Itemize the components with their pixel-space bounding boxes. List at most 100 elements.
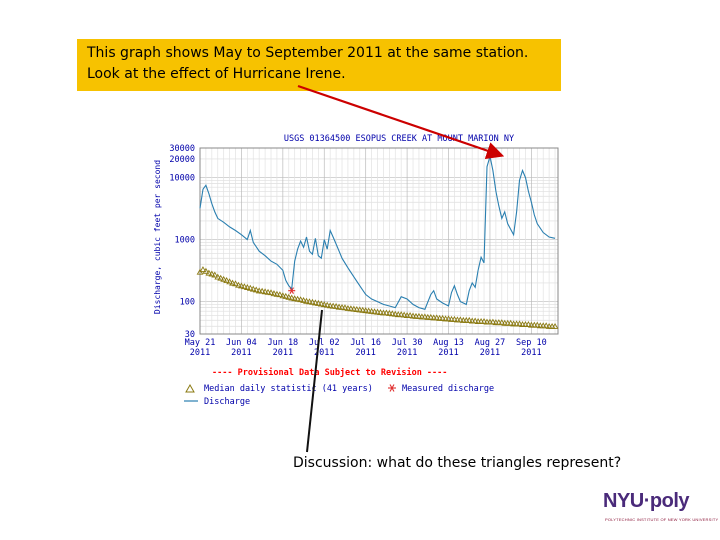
y-tick-label: 100 xyxy=(180,298,195,308)
median-triangle xyxy=(383,309,390,316)
y-tick-label: 20000 xyxy=(169,155,195,165)
median-triangle xyxy=(226,278,233,285)
median-triangle xyxy=(533,321,541,328)
median-triangle xyxy=(329,302,337,309)
median-triangle xyxy=(397,311,405,318)
median-triangle xyxy=(353,306,361,312)
median-triangle xyxy=(223,277,230,284)
x-tick-year: 2011 xyxy=(190,348,210,358)
y-tick-label: 30 xyxy=(185,330,195,340)
discussion-prompt: Discussion: what do these triangles repr… xyxy=(293,455,622,471)
median-triangle xyxy=(347,305,355,312)
logo-subtitle: POLYTECHNIC INSTITUTE OF NEW YORK UNIVER… xyxy=(605,517,719,522)
legend: Median daily statistic (41 years) Measur… xyxy=(184,383,494,407)
y-tick-label: 1000 xyxy=(175,236,195,246)
median-triangle xyxy=(306,298,313,305)
median-triangle xyxy=(480,318,488,324)
legend-discharge-label: Discharge xyxy=(204,397,250,407)
median-triangle xyxy=(211,271,219,278)
median-triangle xyxy=(332,302,340,309)
median-triangle xyxy=(415,312,423,319)
x-tick-label: Aug 27 xyxy=(475,338,506,348)
median-triangle xyxy=(409,312,417,319)
median-triangle xyxy=(249,285,257,292)
median-triangle xyxy=(243,283,251,290)
callout-line-2: Look at the effect of Hurricane Irene. xyxy=(87,66,346,82)
median-triangle xyxy=(205,269,213,276)
median-triangle xyxy=(314,299,322,306)
legend-measured-label: Measured discharge xyxy=(402,384,494,394)
median-triangle xyxy=(344,304,352,311)
legend-median-marker xyxy=(185,383,195,393)
x-tick-year: 2011 xyxy=(480,348,500,358)
median-triangle xyxy=(374,308,381,315)
series-line-discharge xyxy=(199,156,556,310)
median-triangle xyxy=(255,287,263,294)
series-median-markers xyxy=(196,266,559,329)
x-tick-label: Aug 13 xyxy=(433,338,464,348)
median-triangle xyxy=(241,283,248,290)
median-triangle xyxy=(439,314,446,321)
x-tick-year: 2011 xyxy=(314,348,334,358)
median-triangle xyxy=(294,295,302,302)
median-triangle xyxy=(270,290,278,297)
median-triangle xyxy=(229,279,236,286)
median-triangle xyxy=(391,310,399,317)
median-triangle xyxy=(507,319,515,326)
median-triangle xyxy=(371,308,378,315)
median-triangle xyxy=(297,296,304,303)
median-triangle xyxy=(551,322,559,329)
median-triangle xyxy=(303,297,310,304)
median-triangle xyxy=(433,314,441,321)
revision-note: ---- Provisional Data Subject to Revisio… xyxy=(212,367,447,378)
y-axis-label: Discharge, cubic feet per second xyxy=(153,160,162,314)
median-triangle xyxy=(498,319,506,326)
logo-text: NYU·poly xyxy=(603,490,690,512)
median-triangle xyxy=(326,302,334,309)
median-triangle xyxy=(385,309,393,316)
median-triangle xyxy=(208,270,216,277)
median-triangle xyxy=(264,288,272,295)
median-triangle xyxy=(368,307,375,314)
callout-box: This graph shows May to September 2011 a… xyxy=(77,39,561,91)
median-triangle xyxy=(285,293,293,300)
callout-line-1: This graph shows May to September 2011 a… xyxy=(87,45,529,61)
median-triangle xyxy=(232,280,239,287)
chart-title: USGS 01364500 ESOPUS CREEK AT MOUNT MARI… xyxy=(284,134,514,144)
x-tick-label: May 21 xyxy=(185,338,216,348)
x-tick-year: 2011 xyxy=(231,348,251,358)
median-triangle xyxy=(341,304,349,311)
median-triangle xyxy=(309,298,316,305)
median-triangle xyxy=(312,299,319,306)
chart-grid xyxy=(199,147,558,335)
x-tick-label: Jun 18 xyxy=(267,338,298,348)
median-triangle xyxy=(246,284,254,291)
median-triangle xyxy=(427,313,435,320)
x-tick-year: 2011 xyxy=(355,348,375,358)
median-triangle xyxy=(456,316,464,323)
median-triangle xyxy=(542,322,550,329)
plot-frame xyxy=(199,147,559,335)
median-triangle xyxy=(217,274,225,281)
nyu-poly-logo: NYU·poly POLYTECHNIC INSTITUTE OF NEW YO… xyxy=(603,490,718,526)
x-tick-label: Jun 04 xyxy=(226,338,257,348)
median-triangle xyxy=(400,311,408,318)
median-triangle xyxy=(489,318,497,325)
median-triangle xyxy=(451,315,458,322)
median-triangle xyxy=(214,273,222,280)
median-triangle xyxy=(258,287,266,294)
median-triangle xyxy=(362,307,370,314)
y-tick-label: 30000 xyxy=(169,144,195,154)
median-triangle xyxy=(377,309,384,316)
legend-measured-marker xyxy=(388,384,396,392)
median-triangle xyxy=(261,288,269,295)
median-triangle xyxy=(317,300,325,307)
median-triangle xyxy=(273,290,281,297)
median-triangle xyxy=(300,296,307,303)
series-measured-markers xyxy=(288,287,296,294)
x-tick-label: Sep 10 xyxy=(516,338,547,348)
x-tick-year: 2011 xyxy=(397,348,417,358)
